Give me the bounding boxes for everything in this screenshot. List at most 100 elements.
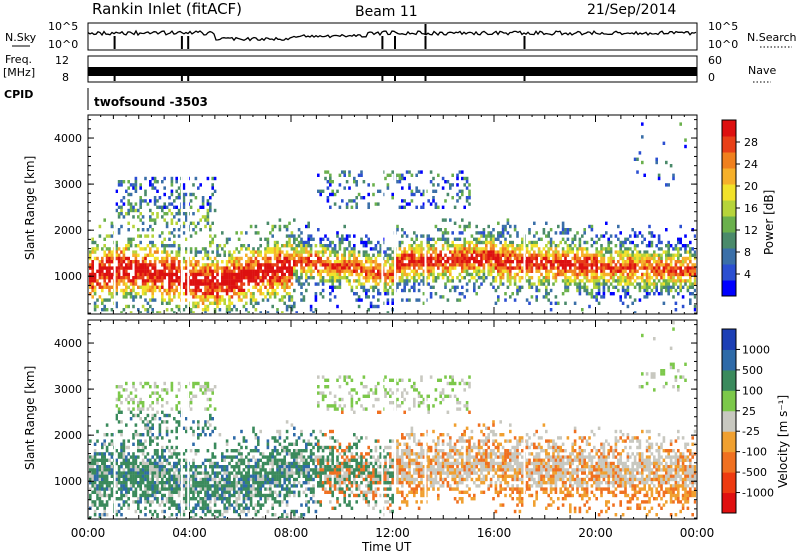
heatmap-cell	[333, 247, 337, 251]
heatmap-cell	[542, 266, 546, 270]
heatmap-cell	[156, 272, 159, 277]
heatmap-cell	[595, 260, 598, 264]
heatmap-cell	[132, 186, 135, 190]
heatmap-cell	[221, 468, 224, 472]
heatmap-cell	[189, 487, 193, 491]
heatmap-cell	[667, 244, 670, 248]
heatmap-cell	[269, 266, 272, 270]
heatmap-cell	[194, 477, 198, 482]
heatmap-cell	[163, 465, 166, 469]
heatmap-cell	[355, 298, 358, 302]
heatmap-cell	[177, 260, 181, 264]
heatmap-cell	[230, 272, 234, 277]
heatmap-cell	[641, 122, 644, 126]
heatmap-cell	[518, 279, 522, 283]
heatmap-cell	[573, 301, 577, 305]
heatmap-cell	[456, 298, 459, 302]
heatmap-cell	[209, 423, 212, 427]
heatmap-cell	[326, 244, 330, 248]
heatmap-cell	[353, 234, 356, 238]
heatmap-cell	[487, 250, 490, 254]
heatmap-cell	[533, 256, 536, 261]
heatmap-cell	[132, 385, 135, 389]
heatmap-cell	[288, 234, 291, 238]
heatmap-cell	[283, 244, 286, 248]
heatmap-cell	[602, 282, 606, 286]
heatmap-cell	[665, 282, 668, 286]
heatmap-cell	[374, 256, 378, 261]
heatmap-cell	[247, 266, 250, 270]
heatmap-cell	[605, 266, 608, 270]
heatmap-cell	[480, 276, 483, 280]
heatmap-cell	[108, 256, 111, 261]
heatmap-cell	[177, 477, 181, 482]
heatmap-cell	[619, 298, 622, 302]
heatmap-cell	[103, 439, 106, 443]
heatmap-cell	[473, 260, 476, 264]
heatmap-cell	[221, 282, 224, 286]
heatmap-cell	[139, 269, 142, 273]
heatmap-cell	[545, 279, 548, 283]
heatmap-cell	[499, 256, 502, 261]
heatmap-cell	[672, 176, 675, 181]
heatmap-cell	[362, 240, 366, 245]
heatmap-cell	[422, 272, 426, 277]
heatmap-cell	[374, 266, 378, 270]
heatmap-cell	[161, 276, 164, 280]
heatmap-cell	[434, 240, 438, 245]
heatmap-cell	[333, 192, 337, 197]
heatmap-cell	[365, 253, 368, 257]
heatmap-cell	[209, 282, 212, 286]
heatmap-cell	[271, 282, 274, 286]
heatmap-cell	[341, 263, 344, 267]
heatmap-cell	[475, 269, 478, 273]
heatmap-cell	[609, 282, 613, 286]
heatmap-cell	[492, 244, 495, 248]
heatmap-cell	[209, 263, 212, 267]
heatmap-cell	[674, 247, 678, 251]
heatmap-cell	[420, 192, 423, 197]
heatmap-cell	[509, 276, 512, 280]
heatmap-cell	[494, 244, 498, 248]
heatmap-cell	[173, 471, 176, 475]
heatmap-cell	[590, 295, 594, 299]
heatmap-cell	[312, 260, 315, 264]
heatmap-cell	[415, 234, 418, 238]
heatmap-cell	[302, 282, 306, 286]
heatmap-cell	[213, 276, 217, 280]
heatmap-cell	[235, 247, 238, 251]
heatmap-cell	[233, 260, 236, 264]
heatmap-cell	[348, 263, 351, 267]
heatmap-cell	[461, 247, 464, 251]
heatmap-cell	[206, 477, 210, 482]
heatmap-cell	[545, 269, 548, 273]
heatmap-cell	[141, 215, 145, 219]
heatmap-cell	[168, 231, 171, 235]
heatmap-cell	[139, 481, 142, 485]
heatmap-cell	[360, 173, 363, 177]
heatmap-cell	[170, 192, 174, 197]
heatmap-cell	[357, 298, 361, 302]
heatmap-cell	[185, 215, 188, 219]
heatmap-cell	[89, 458, 92, 462]
heatmap-cell	[125, 471, 128, 475]
heatmap-cell	[170, 189, 174, 193]
heatmap-cell	[417, 247, 421, 251]
heatmap-cell	[134, 500, 138, 504]
heatmap-cell	[672, 285, 675, 289]
heatmap-cell	[122, 308, 126, 312]
heatmap-cell	[153, 180, 157, 184]
heatmap-cell	[156, 500, 159, 504]
heatmap-cell	[319, 269, 322, 273]
heatmap-cell	[158, 417, 162, 421]
heatmap-cell	[204, 458, 207, 462]
heatmap-cell	[185, 487, 188, 491]
heatmap-cell	[225, 304, 229, 309]
heatmap-cell	[401, 272, 404, 277]
heatmap-cell	[547, 247, 550, 251]
heatmap-cell	[153, 279, 157, 283]
heatmap-cell	[525, 269, 529, 273]
heatmap-cell	[674, 301, 678, 305]
heatmap-cell	[665, 244, 668, 248]
heatmap-cell	[475, 231, 478, 235]
